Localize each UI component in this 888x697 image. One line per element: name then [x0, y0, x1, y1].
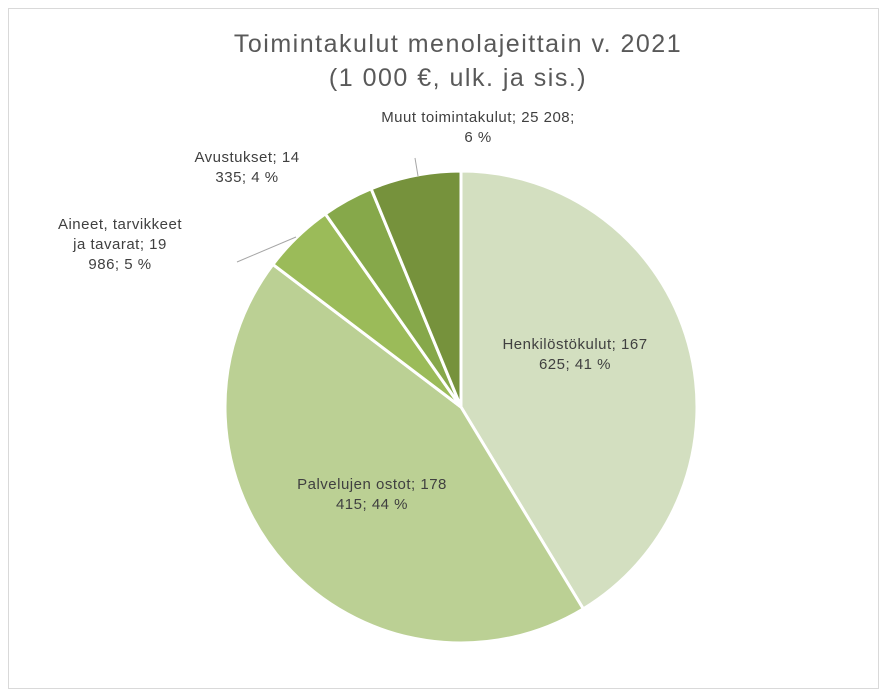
chart-title: Toimintakulut menolajeittain v. 2021: [234, 30, 682, 58]
leader-line: [414, 157, 419, 177]
data-label: Muut toimintakulut; 25 208; 6 %: [381, 109, 575, 146]
data-label: Avustukset; 14 335; 4 %: [194, 149, 300, 186]
data-label: Henkilöstökulut; 167 625; 41 %: [502, 336, 648, 373]
data-label: Aineet, tarvikkeet ja tavarat; 19 986; 5…: [57, 216, 183, 273]
pie-slice: [459, 169, 699, 611]
pie-slice: [369, 169, 463, 408]
leader-line: [236, 236, 297, 263]
chart-subtitle: (1 000 €, ulk. ja sis.): [329, 64, 587, 92]
data-label: Palvelujen ostot; 178 415; 44 %: [297, 476, 447, 513]
pie-slice: [223, 262, 586, 645]
